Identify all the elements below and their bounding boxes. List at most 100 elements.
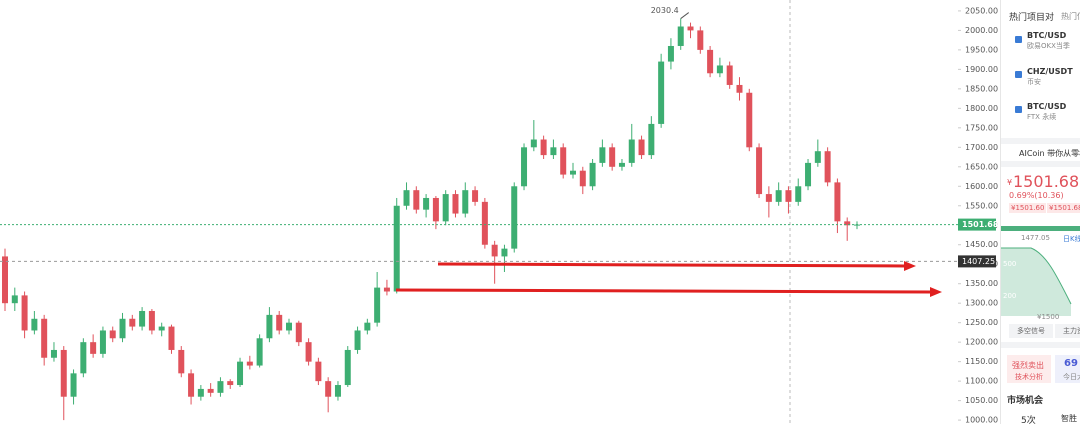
candle-body <box>697 30 704 50</box>
extra: 智胜 <box>1061 414 1077 423</box>
candle-body <box>746 92 753 148</box>
signal-tab[interactable]: 多空信号 <box>1009 324 1053 338</box>
candle-body <box>442 194 449 222</box>
candle-body <box>276 314 283 331</box>
signal-tab[interactable]: 主力资 <box>1055 324 1080 338</box>
candle-body <box>139 310 146 327</box>
candle-body <box>266 314 273 339</box>
y-tick-label: 1200.00 <box>965 338 998 347</box>
marker-label: 1407.25 <box>962 257 995 266</box>
candle-body <box>814 151 821 163</box>
candle-body <box>511 186 518 249</box>
y-tick-label: 1550.00 <box>965 201 998 210</box>
candle-body <box>325 381 332 397</box>
candle-body <box>707 49 714 74</box>
count: 5次 <box>1021 416 1036 424</box>
candle-body <box>364 322 371 331</box>
candle-body <box>21 295 28 331</box>
score-card[interactable] <box>1055 355 1080 383</box>
candle-body <box>775 190 782 202</box>
y-tick-label: 1650.00 <box>965 162 998 171</box>
y-tick-label: 1850.00 <box>965 84 998 93</box>
candle-body <box>119 318 126 339</box>
candle-body <box>168 326 175 350</box>
candle-body <box>658 61 665 124</box>
candle-body <box>129 318 136 327</box>
candle-body <box>374 287 381 323</box>
candle-body <box>491 244 498 257</box>
candle-body <box>599 147 606 163</box>
tab[interactable]: 热门项目对 <box>1009 13 1055 23</box>
divider <box>1001 161 1080 167</box>
candle-body <box>667 45 674 62</box>
pair-symbol[interactable]: BTC/USD <box>1027 102 1067 111</box>
checkbox[interactable] <box>1015 106 1022 113</box>
y-tick-label: 1450.00 <box>965 240 998 249</box>
score-sub: 今日大 <box>1063 373 1080 381</box>
rating-sub: 技术分析 <box>1015 373 1043 381</box>
candle-body <box>540 139 547 156</box>
candle-body <box>305 342 312 362</box>
candle-body <box>383 287 390 292</box>
candle-body <box>716 65 723 74</box>
candle-body <box>589 162 596 187</box>
candle-body <box>560 147 567 175</box>
plot <box>2 18 860 421</box>
candle-body <box>452 194 459 214</box>
candle-body <box>648 123 655 156</box>
price-axis <box>958 0 1000 424</box>
rating-card[interactable] <box>1007 355 1051 383</box>
section-title: 市场机会 <box>1007 396 1044 406</box>
mini-level: 500 <box>1003 260 1017 268</box>
candle-body <box>246 361 253 366</box>
y-tick-label: 1750.00 <box>965 123 998 132</box>
candle-body <box>227 381 234 386</box>
candle-body <box>295 322 302 343</box>
candle-body <box>41 318 48 358</box>
candle-body <box>756 147 763 195</box>
candle-body <box>217 381 224 393</box>
candle-body <box>256 338 263 366</box>
bid: ¥1501.60 <box>1009 203 1047 213</box>
candle-body <box>50 349 57 358</box>
pair-market: 币安 <box>1027 78 1041 86</box>
candle-body <box>286 322 292 331</box>
candle-body <box>765 194 772 202</box>
candle-body <box>805 162 812 187</box>
score: 69 <box>1064 358 1078 369</box>
candle-body <box>530 139 537 148</box>
candle-body <box>70 373 77 397</box>
candle-body <box>834 182 841 222</box>
candle-body <box>11 295 18 304</box>
banner[interactable]: AICoin 带你从零构 <box>1019 149 1080 158</box>
candle-body <box>609 147 616 167</box>
checkbox[interactable] <box>1015 36 1022 43</box>
candle-body <box>628 139 635 163</box>
candle-body <box>31 318 38 331</box>
candle-body <box>472 190 479 202</box>
candle-body <box>178 349 185 374</box>
mini-low: ¥1500 <box>1037 313 1060 321</box>
candle-body <box>677 26 684 46</box>
candle-body <box>481 201 488 245</box>
last-price-box <box>958 218 996 231</box>
mini-tab[interactable]: 日K线 <box>1063 235 1080 243</box>
candle-body <box>237 361 244 386</box>
candle-body <box>795 186 802 202</box>
candle-body <box>521 147 528 187</box>
y-tick-label: 1000.00 <box>965 416 998 424</box>
pair-symbol[interactable]: CHZ/USDT <box>1027 67 1073 76</box>
tab[interactable]: 热门信 <box>1061 12 1080 21</box>
candle-body <box>638 139 645 156</box>
bar <box>1001 226 1080 231</box>
mini-high: 1477.05 <box>1021 234 1050 242</box>
divider <box>1001 342 1080 348</box>
candle-body <box>393 205 400 292</box>
checkbox[interactable] <box>1015 71 1022 78</box>
pair-symbol[interactable]: BTC/USD <box>1027 31 1067 40</box>
candle-body <box>99 330 106 354</box>
candle-body <box>423 197 430 210</box>
y-tick-label: 1350.00 <box>965 279 998 288</box>
y-tick-label: 2050.00 <box>965 6 998 15</box>
